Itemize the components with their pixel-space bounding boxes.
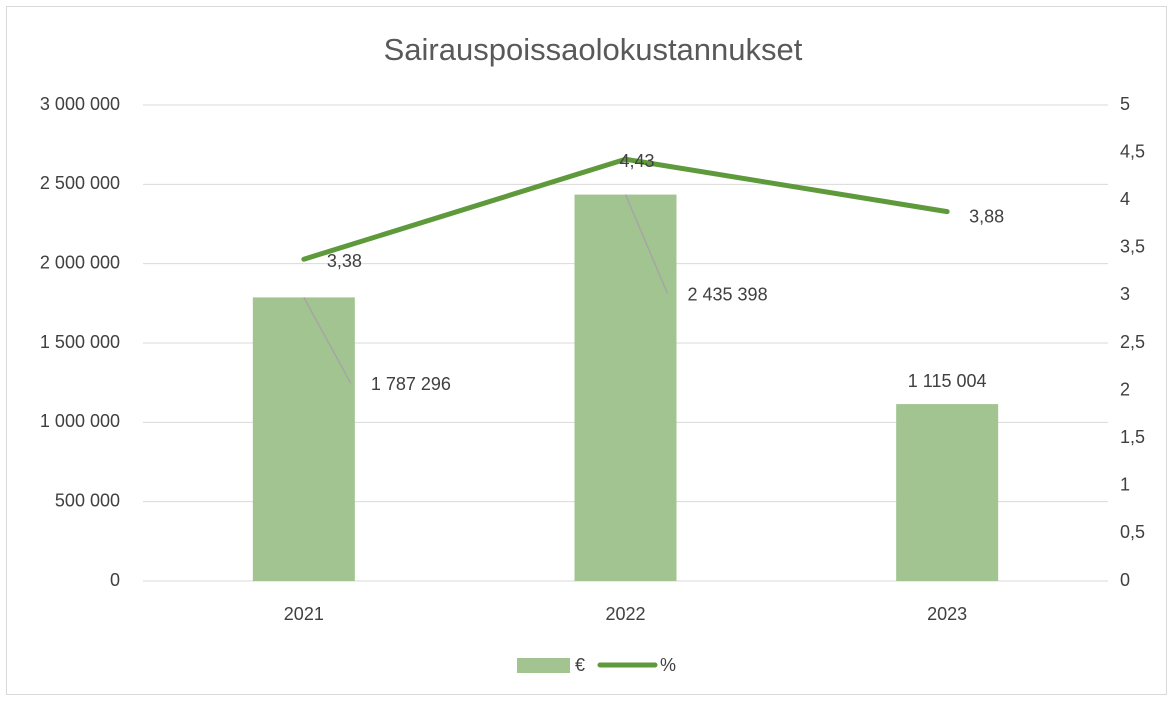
y-tick-label: 2 000 000 [40, 252, 120, 272]
y-tick-label: 500 000 [55, 490, 120, 510]
y2-tick-label: 3 [1120, 284, 1130, 304]
legend-swatch [517, 658, 570, 673]
y-tick-label: 1 500 000 [40, 332, 120, 352]
data-label: 2 435 398 [688, 284, 768, 304]
y2-tick-label: 3,5 [1120, 237, 1145, 257]
y2-tick-label: 1,5 [1120, 427, 1145, 447]
y-tick-label: 1 000 000 [40, 411, 120, 431]
bar [574, 194, 677, 582]
leader-line [624, 194, 669, 294]
y-tick-label: 0 [110, 570, 120, 590]
leader-line [303, 297, 352, 384]
y2-tick-label: 1 [1120, 475, 1130, 495]
y2-tick-label: 0 [1120, 570, 1130, 590]
data-label: 1 115 004 [908, 371, 987, 391]
data-label: 3,88 [969, 206, 1004, 226]
bar [896, 404, 999, 581]
line [301, 156, 950, 262]
x-tick-label: 2021 [284, 604, 324, 624]
x-tick-label: 2023 [927, 604, 967, 624]
y2-tick-label: 5 [1120, 94, 1130, 114]
x-tick-label: 2022 [605, 604, 645, 624]
y2-tick-label: 0,5 [1120, 522, 1145, 542]
y2-tick-label: 2 [1120, 379, 1130, 399]
legend-label: € [575, 655, 585, 675]
bar [252, 297, 355, 581]
data-label: 1 787 296 [371, 374, 451, 394]
y-tick-label: 2 500 000 [40, 173, 120, 193]
data-label: 3,38 [327, 251, 362, 271]
legend-label: % [660, 655, 676, 675]
y2-tick-label: 4,5 [1120, 141, 1145, 161]
y-tick-label: 3 000 000 [40, 94, 120, 114]
y2-tick-label: 2,5 [1120, 332, 1145, 352]
y2-tick-label: 4 [1120, 189, 1130, 209]
data-label: 4,43 [620, 151, 655, 171]
chart-title: Sairauspoissaolokustannukset [384, 32, 803, 67]
